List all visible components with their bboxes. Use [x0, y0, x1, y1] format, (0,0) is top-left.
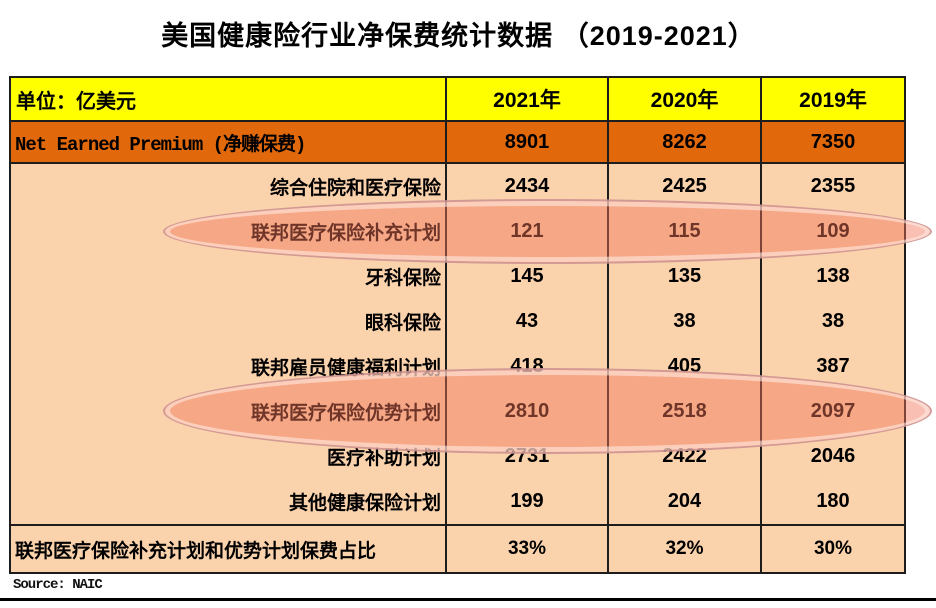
table-row: 联邦医疗保险优势计划 2810 2518 2097 — [11, 389, 904, 434]
table-row: 联邦雇员健康福利计划 418 405 387 — [11, 344, 904, 389]
row-label: 牙科保险 — [364, 268, 441, 289]
table-row: 牙科保险 145 135 138 — [11, 254, 904, 299]
row-value: 2731 — [445, 434, 607, 479]
total-value-2021: 8901 — [445, 122, 607, 162]
page-title: 美国健康险行业净保费统计数据 （2019-2021） — [161, 21, 756, 51]
table-row: 眼科保险 43 38 38 — [11, 299, 904, 344]
row-label: 医疗补助计划 — [326, 448, 441, 469]
row-label: 其他健康保险计划 — [288, 493, 441, 514]
footer-value-2019: 30% — [760, 526, 904, 572]
premium-table: 单位：亿美元 2021年 2020年 2019年 Net Earned Prem… — [9, 76, 906, 574]
row-value: 405 — [607, 344, 760, 389]
footer-row: 联邦医疗保险补充计划和优势计划保费占比 33% 32% 30% — [11, 524, 904, 572]
row-value: 2422 — [607, 434, 760, 479]
row-value: 199 — [445, 479, 607, 524]
row-value: 135 — [607, 254, 760, 299]
row-value: 38 — [760, 299, 904, 344]
row-value: 138 — [760, 254, 904, 299]
table-row: 联邦医疗保险补充计划 121 115 109 — [11, 209, 904, 254]
total-value-2019: 7350 — [760, 122, 904, 162]
row-label: 综合住院和医疗保险 — [269, 178, 441, 199]
row-value: 2810 — [445, 389, 607, 434]
row-value: 180 — [760, 479, 904, 524]
column-header-2020: 2020年 — [607, 78, 760, 120]
table-row: 医疗补助计划 2731 2422 2046 — [11, 434, 904, 479]
table-header-row: 单位：亿美元 2021年 2020年 2019年 — [11, 78, 904, 122]
row-value: 2355 — [760, 164, 904, 209]
row-value: 2046 — [760, 434, 904, 479]
row-value: 387 — [760, 344, 904, 389]
table-row: 其他健康保险计划 199 204 180 — [11, 479, 904, 524]
row-value: 418 — [445, 344, 607, 389]
row-value: 121 — [445, 209, 607, 254]
row-value: 2097 — [760, 389, 904, 434]
total-row: Net Earned Premium (净赚保费) 8901 8262 7350 — [11, 122, 904, 164]
row-value: 38 — [607, 299, 760, 344]
row-value: 115 — [607, 209, 760, 254]
source-caption: Source: NAIC — [13, 577, 103, 593]
row-value: 204 — [607, 479, 760, 524]
bottom-divider — [0, 598, 936, 601]
column-header-2021: 2021年 — [445, 78, 607, 120]
row-label: 联邦医疗保险补充计划 — [250, 223, 441, 244]
table-row: 综合住院和医疗保险 2434 2425 2355 — [11, 164, 904, 209]
row-label: 联邦医疗保险优势计划 — [250, 403, 441, 424]
row-value: 2518 — [607, 389, 760, 434]
row-value: 109 — [760, 209, 904, 254]
row-label: 联邦雇员健康福利计划 — [250, 358, 441, 379]
total-value-2020: 8262 — [607, 122, 760, 162]
footer-row-label: 联邦医疗保险补充计划和优势计划保费占比 — [15, 540, 377, 562]
unit-label: 单位：亿美元 — [16, 90, 136, 113]
row-value: 2425 — [607, 164, 760, 209]
row-value: 145 — [445, 254, 607, 299]
row-label: 眼科保险 — [364, 313, 441, 334]
total-row-label: Net Earned Premium (净赚保费) — [15, 133, 306, 156]
column-header-2019: 2019年 — [760, 78, 904, 120]
footer-value-2020: 32% — [607, 526, 760, 572]
row-value: 2434 — [445, 164, 607, 209]
footer-value-2021: 33% — [445, 526, 607, 572]
row-value: 43 — [445, 299, 607, 344]
